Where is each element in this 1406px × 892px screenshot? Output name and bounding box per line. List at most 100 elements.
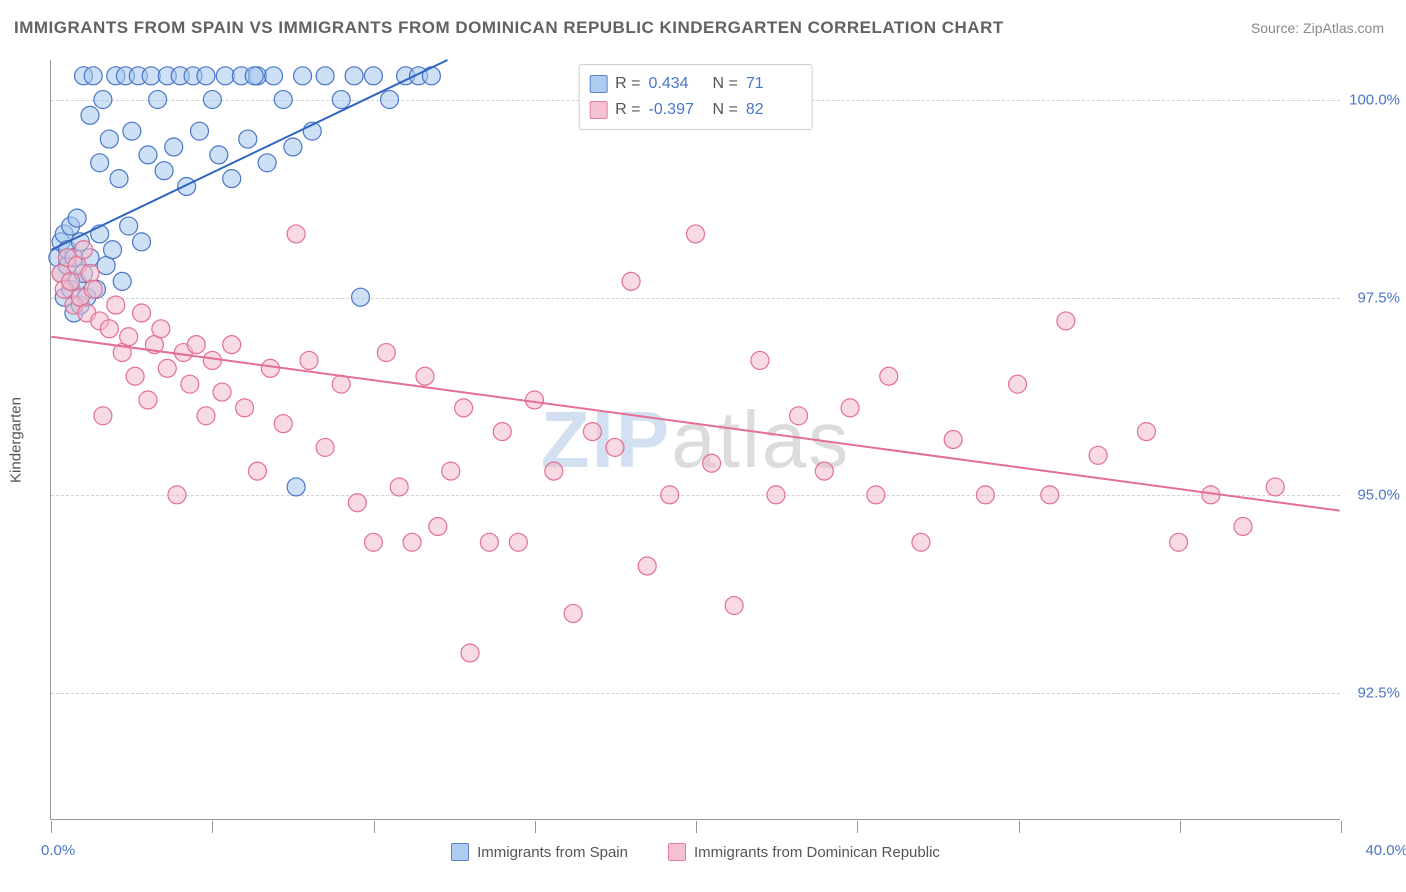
dr-point <box>1266 478 1284 496</box>
series-legend: Immigrants from Spain Immigrants from Do… <box>51 843 1340 861</box>
dr-point <box>1041 486 1059 504</box>
dr-point <box>1170 533 1188 551</box>
dr-point <box>703 454 721 472</box>
dr-point <box>248 462 266 480</box>
page-title: IMMIGRANTS FROM SPAIN VS IMMIGRANTS FROM… <box>14 18 1004 38</box>
spain-point <box>422 67 440 85</box>
dr-point <box>187 336 205 354</box>
spain-point <box>294 67 312 85</box>
dr-point <box>133 304 151 322</box>
dr-point <box>564 604 582 622</box>
spain-point <box>364 67 382 85</box>
dr-point <box>377 344 395 362</box>
spain-r-value: 0.434 <box>649 71 705 97</box>
dr-point <box>429 517 447 535</box>
dr-point <box>107 296 125 314</box>
stats-row-dr: R = -0.397 N = 82 <box>589 97 802 123</box>
dr-point <box>316 438 334 456</box>
x-tick <box>51 821 52 833</box>
legend-item-dr: Immigrants from Dominican Republic <box>668 843 940 861</box>
y-tick-label: 100.0% <box>1345 91 1400 108</box>
dr-point <box>223 336 241 354</box>
legend-item-spain: Immigrants from Spain <box>451 843 628 861</box>
x-tick <box>374 821 375 833</box>
spain-point <box>91 154 109 172</box>
dr-point <box>583 423 601 441</box>
spain-point <box>197 67 215 85</box>
dr-point <box>442 462 460 480</box>
dr-point <box>274 415 292 433</box>
dr-point <box>767 486 785 504</box>
dr-point <box>84 280 102 298</box>
spain-point <box>100 130 118 148</box>
spain-point <box>104 241 122 259</box>
dr-point <box>158 359 176 377</box>
spain-point <box>258 154 276 172</box>
dr-point <box>261 359 279 377</box>
spain-point <box>216 67 234 85</box>
dr-point <box>545 462 563 480</box>
spain-point <box>84 67 102 85</box>
dr-point <box>403 533 421 551</box>
spain-n-value: 71 <box>746 71 802 97</box>
spain-point <box>133 233 151 251</box>
stats-legend: R = 0.434 N = 71 R = -0.397 N = 82 <box>578 64 813 130</box>
dr-point <box>867 486 885 504</box>
dr-point <box>126 367 144 385</box>
stats-row-spain: R = 0.434 N = 71 <box>589 71 802 97</box>
dr-point <box>287 225 305 243</box>
spain-point <box>123 122 141 140</box>
dr-point <box>75 241 93 259</box>
dr-point <box>622 272 640 290</box>
scatter-svg <box>51 60 1340 819</box>
dr-point <box>236 399 254 417</box>
spain-point <box>81 106 99 124</box>
spain-trendline <box>51 60 447 250</box>
x-tick <box>857 821 858 833</box>
dr-point <box>416 367 434 385</box>
dr-point <box>725 597 743 615</box>
dr-point <box>606 438 624 456</box>
dr-point <box>815 462 833 480</box>
dr-point <box>509 533 527 551</box>
spain-point <box>155 162 173 180</box>
x-axis-max-label: 40.0% <box>1365 842 1406 859</box>
spain-point <box>113 272 131 290</box>
spain-point <box>284 138 302 156</box>
y-tick-label: 92.5% <box>1345 685 1400 702</box>
spain-point <box>139 146 157 164</box>
spain-point <box>352 288 370 306</box>
dr-point <box>152 320 170 338</box>
spain-point <box>68 209 86 227</box>
spain-point <box>142 67 160 85</box>
dr-point <box>364 533 382 551</box>
spain-point <box>210 146 228 164</box>
dr-point <box>1234 517 1252 535</box>
x-tick <box>696 821 697 833</box>
spain-point <box>287 478 305 496</box>
dr-point <box>1089 446 1107 464</box>
y-tick-label: 97.5% <box>1345 289 1400 306</box>
dr-point <box>81 264 99 282</box>
spain-point <box>178 178 196 196</box>
spain-point <box>245 67 263 85</box>
spain-point <box>345 67 363 85</box>
dr-point <box>348 494 366 512</box>
source-attribution: Source: ZipAtlas.com <box>1251 20 1384 36</box>
spain-point <box>110 170 128 188</box>
dr-point <box>390 478 408 496</box>
x-tick <box>1341 821 1342 833</box>
spain-point <box>191 122 209 140</box>
spain-point <box>381 91 399 109</box>
chart-area: Kindergarten 92.5%95.0%97.5%100.0% 0.0% … <box>50 60 1340 820</box>
spain-point <box>149 91 167 109</box>
dr-point <box>168 486 186 504</box>
dr-n-value: 82 <box>746 97 802 123</box>
dr-point <box>332 375 350 393</box>
spain-point <box>239 130 257 148</box>
dr-point <box>139 391 157 409</box>
dr-point <box>1137 423 1155 441</box>
dr-point <box>94 407 112 425</box>
spain-point <box>203 91 221 109</box>
legend-swatch-spain <box>589 75 607 93</box>
